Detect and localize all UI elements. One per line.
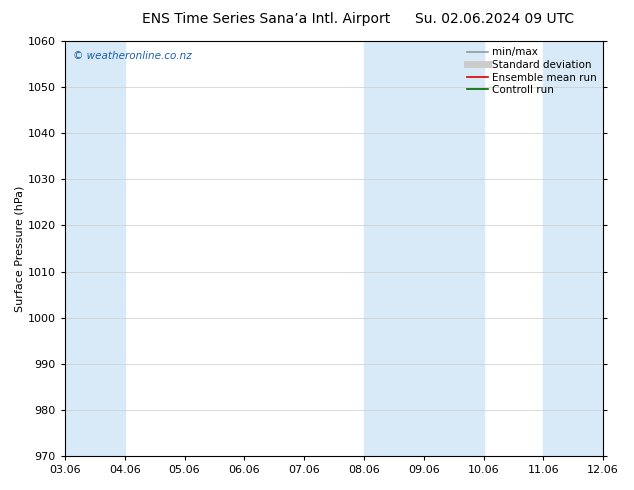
Bar: [603, 41, 634, 456]
Bar: [364, 41, 424, 456]
Bar: [424, 41, 484, 456]
Text: Su. 02.06.2024 09 UTC: Su. 02.06.2024 09 UTC: [415, 12, 574, 26]
Bar: [543, 41, 603, 456]
Y-axis label: Surface Pressure (hPa): Surface Pressure (hPa): [15, 185, 25, 312]
Text: © weatheronline.co.nz: © weatheronline.co.nz: [73, 51, 191, 61]
Bar: [65, 41, 125, 456]
Text: ENS Time Series Sana’a Intl. Airport: ENS Time Series Sana’a Intl. Airport: [142, 12, 391, 26]
Legend: min/max, Standard deviation, Ensemble mean run, Controll run: min/max, Standard deviation, Ensemble me…: [464, 44, 600, 98]
